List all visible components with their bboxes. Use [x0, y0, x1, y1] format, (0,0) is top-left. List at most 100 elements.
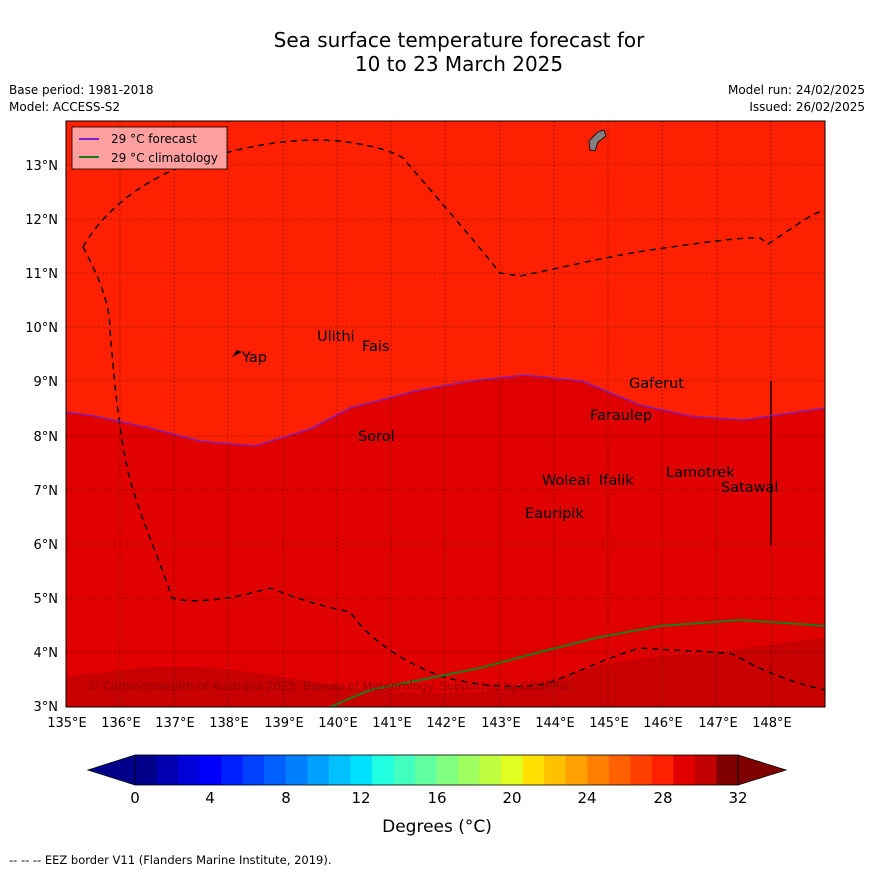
colorbar-tick: 24 — [577, 789, 596, 807]
label-yap: Yap — [241, 350, 267, 366]
colorbar-cell — [630, 755, 653, 785]
colorbar-cell — [694, 755, 717, 785]
legend-forecast-label: 29 °C forecast — [111, 132, 197, 146]
colorbar-cell — [350, 755, 373, 785]
eez-footnote: -- -- -- EEZ border V11 (Flanders Marine… — [9, 853, 332, 867]
colorbar-under-arrow — [86, 754, 136, 786]
label-gaferut: Gaferut — [629, 376, 684, 392]
map-legend: 29 °C forecast 29 °C climatology — [71, 126, 228, 170]
sst-band-31-32 — [66, 638, 825, 707]
colorbar-cells — [135, 755, 739, 785]
model-name: Model: ACCESS-S2 — [9, 100, 121, 114]
colorbar-tick: 28 — [653, 789, 672, 807]
model-run: Model run: 24/02/2025 — [727, 83, 865, 97]
lat-tick: 4°N — [34, 646, 59, 661]
title-line-1: Sea surface temperature forecast for — [273, 28, 645, 52]
lon-tick-labels: 135°E 136°E 137°E 138°E 139°E 140°E 141°… — [47, 716, 792, 731]
colorbar-cell — [285, 755, 308, 785]
colorbar-cell — [501, 755, 524, 785]
colorbar-tick: 32 — [728, 789, 747, 807]
colorbar-cell — [544, 755, 567, 785]
lon-tick: 144°E — [535, 716, 575, 731]
lat-tick: 5°N — [34, 592, 59, 607]
colorbar-cell — [242, 755, 265, 785]
colorbar-cell — [479, 755, 502, 785]
eez-border-north — [82, 139, 826, 277]
map-frame — [65, 120, 826, 708]
lon-tick: 140°E — [318, 716, 358, 731]
guam-island — [588, 129, 607, 152]
colorbar-tick: 4 — [205, 789, 215, 807]
label-fais: Fais — [362, 339, 389, 355]
colorbar-cell — [458, 755, 480, 785]
colorbar-cell — [178, 755, 201, 785]
lon-tick: 142°E — [426, 716, 466, 731]
eez-border-south — [82, 246, 826, 691]
meta-left: Base period: 1981-2018 Model: ACCESS-S2 — [9, 82, 154, 116]
label-woleai: Woleai — [542, 473, 590, 489]
meta-right: Model run: 24/02/2025 Issued: 26/02/2025 — [728, 82, 865, 116]
lat-tick: 6°N — [34, 538, 59, 553]
colorbar-cell — [393, 755, 416, 785]
lat-tick: 10°N — [25, 321, 58, 336]
colorbar-cell — [608, 755, 631, 785]
lat-tick-labels: 13°N 12°N 11°N 10°N 9°N 8°N 7°N 6°N 5°N … — [25, 159, 58, 715]
label-satawal: Satawal — [721, 480, 778, 496]
lat-tick: 8°N — [34, 430, 59, 445]
title-line-2: 10 to 23 March 2025 — [354, 52, 564, 76]
colorbar-cell — [221, 755, 244, 785]
colorbar-tick: 0 — [130, 789, 140, 807]
yap-island — [232, 350, 242, 357]
lat-tick: 13°N — [25, 159, 58, 174]
colorbar-cell — [587, 755, 610, 785]
copyright-watermark: © Commonwealth of Australia 2025, Bureau… — [88, 679, 572, 693]
lon-tick: 147°E — [698, 716, 738, 731]
map-panel: Yap Ulithi Fais Gaferut Faraulep Sorol W… — [65, 120, 826, 708]
colorbar-cell — [371, 755, 394, 785]
colorbar-cell — [156, 755, 179, 785]
lat-tick: 3°N — [34, 700, 59, 715]
colorbar-cell — [651, 755, 674, 785]
lon-tick: 138°E — [209, 716, 249, 731]
issued-date: Issued: 26/02/2025 — [749, 100, 865, 114]
colorbar-cell — [414, 755, 437, 785]
lat-tick: 7°N — [34, 484, 59, 499]
label-sorol: Sorol — [358, 429, 395, 445]
label-eauripik: Eauripik — [525, 506, 584, 522]
climatology-29c-contour — [329, 618, 826, 708]
sst-band-30-31 — [66, 375, 825, 707]
lon-tick: 137°E — [155, 716, 195, 731]
label-faraulep: Faraulep — [590, 408, 652, 424]
lon-tick: 135°E — [47, 716, 87, 731]
colorbar-tick: 20 — [502, 789, 521, 807]
colorbar-cell — [436, 755, 459, 785]
lon-tick: 145°E — [589, 716, 629, 731]
place-labels: Yap Ulithi Fais Gaferut Faraulep Sorol W… — [241, 329, 778, 522]
lon-tick: 143°E — [481, 716, 521, 731]
colorbar-cell — [565, 755, 588, 785]
lon-tick: 141°E — [372, 716, 412, 731]
base-period: Base period: 1981-2018 — [9, 83, 154, 97]
colorbar-tick: 16 — [427, 789, 446, 807]
lon-tick: 146°E — [643, 716, 683, 731]
forecast-29c-contour — [65, 374, 826, 447]
colorbar-cell — [673, 755, 696, 785]
lon-tick: 136°E — [101, 716, 141, 731]
colorbar-cell — [199, 755, 222, 785]
colorbar-cell — [264, 755, 287, 785]
colorbar: 0 4 8 12 16 20 24 28 32 Degrees (°C) — [86, 754, 788, 837]
colorbar-ticks: 0 4 8 12 16 20 24 28 32 — [130, 789, 747, 807]
legend-climatology-label: 29 °C climatology — [111, 151, 218, 165]
colorbar-cell — [716, 755, 739, 785]
map-title: Sea surface temperature forecast for 10 … — [0, 28, 873, 76]
colorbar-label: Degrees (°C) — [382, 817, 492, 837]
colorbar-cell — [328, 755, 351, 785]
lat-tick: 12°N — [25, 213, 58, 228]
colorbar-over-arrow — [737, 754, 788, 786]
colorbar-cell — [135, 755, 157, 785]
label-ulithi: Ulithi — [317, 329, 355, 345]
lon-tick: 139°E — [264, 716, 304, 731]
lat-tick: 9°N — [34, 375, 59, 390]
colorbar-cell — [522, 755, 545, 785]
label-ifalik: Ifalik — [599, 473, 634, 489]
